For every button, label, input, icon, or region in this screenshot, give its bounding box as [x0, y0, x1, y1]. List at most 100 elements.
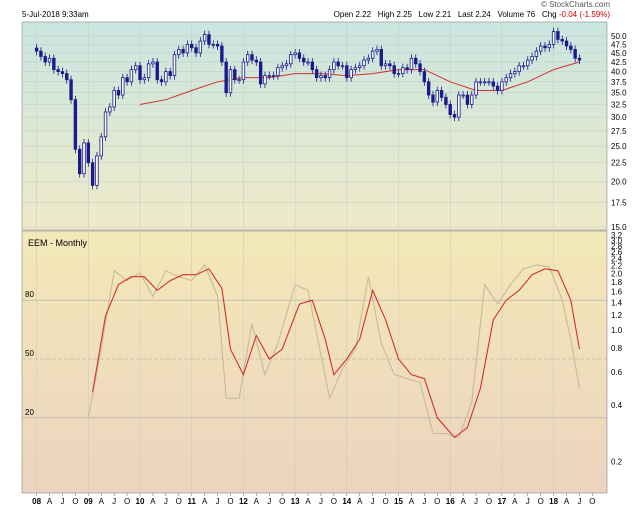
- candle-up: [521, 65, 526, 68]
- price-tick-label: 35.0: [611, 89, 627, 98]
- candle-up: [271, 75, 276, 77]
- time-tick-label: O: [227, 497, 233, 506]
- candle-up: [172, 54, 177, 76]
- time-tick-label: 16: [446, 497, 455, 506]
- time-axis: 08 A J O 09 A J O 10 A J O 11 A J O 12 A J O 13 A J O 14 A J O 15 A J O…: [32, 493, 596, 506]
- candle-down: [65, 73, 69, 81]
- candle-down: [60, 71, 65, 74]
- high-value: 2.25: [396, 10, 412, 19]
- candle-up: [293, 52, 297, 56]
- candle-down: [444, 96, 448, 105]
- candle-up: [530, 56, 534, 61]
- stochastic-right-tick: 2.0: [611, 269, 623, 278]
- time-tick-label: O: [331, 497, 337, 506]
- candle-up: [185, 43, 190, 54]
- candle-down: [577, 57, 582, 61]
- price-tick-label: 50.0: [611, 32, 627, 41]
- grid-lines: [22, 22, 607, 493]
- candle-down: [345, 65, 349, 79]
- candle-down: [491, 81, 495, 87]
- candle-down: [73, 99, 78, 150]
- candle-down: [560, 39, 564, 42]
- candle-down: [116, 90, 121, 96]
- candle-up: [500, 81, 504, 91]
- candle-up: [409, 57, 414, 71]
- candle-up: [340, 65, 345, 68]
- candle-up: [526, 59, 530, 67]
- volume-value: 76: [526, 10, 536, 19]
- candle-down: [43, 56, 47, 63]
- candle-up: [108, 106, 112, 113]
- time-tick-label: O: [538, 497, 544, 506]
- time-tick-label: O: [486, 497, 492, 506]
- time-tick-label: A: [460, 497, 466, 506]
- candle-up: [504, 77, 508, 83]
- open-value: 2.22: [355, 10, 372, 19]
- candle-down: [314, 69, 319, 79]
- stochastic-right-tick: 2.2: [611, 262, 623, 271]
- candle-up: [457, 94, 461, 118]
- time-tick-label: O: [434, 497, 440, 506]
- candle-down: [426, 81, 431, 96]
- price-tick-label: 47.5: [611, 40, 627, 49]
- time-tick-label: O: [382, 497, 388, 506]
- time-tick-label: O: [279, 497, 285, 506]
- candle-up: [280, 65, 284, 69]
- candle-up: [241, 61, 246, 81]
- time-tick-label: A: [254, 497, 260, 506]
- candle-up: [202, 34, 207, 42]
- time-tick-label: A: [305, 497, 311, 506]
- candle-down: [452, 114, 457, 118]
- candle-down: [138, 65, 142, 81]
- time-tick-label: O: [124, 497, 130, 506]
- candle-up: [358, 65, 362, 69]
- time-tick-label: A: [357, 497, 363, 506]
- stochastic-lines-layer: [87, 263, 581, 439]
- candle-down: [564, 40, 569, 47]
- stochastic-right-tick: 1.4: [611, 299, 623, 308]
- time-tick-label: J: [267, 497, 271, 506]
- candle-down: [448, 104, 452, 115]
- low-value: 2.21: [435, 10, 452, 19]
- candle-up: [95, 155, 99, 186]
- price-tick-label: 30.0: [611, 113, 627, 122]
- time-tick-label: J: [474, 497, 478, 506]
- candle-down: [125, 77, 129, 83]
- candle-up: [267, 75, 271, 77]
- candle-up: [306, 61, 310, 64]
- time-tick-label: J: [577, 497, 581, 506]
- moving-average-layer: [139, 61, 580, 105]
- candle-up: [263, 75, 267, 85]
- candle-up: [470, 94, 474, 105]
- candle-up: [237, 79, 241, 82]
- candle-down: [207, 34, 211, 45]
- candle-up: [396, 73, 401, 75]
- price-tick-label: 27.5: [611, 127, 627, 136]
- candle-up: [547, 43, 551, 49]
- open-label: Open: [333, 10, 354, 19]
- time-tick-label: J: [422, 497, 426, 506]
- candle-up: [482, 81, 487, 84]
- stochastic-line: [87, 263, 581, 439]
- stockcharts-watermark: © StockCharts.com: [540, 0, 610, 9]
- candle-up: [551, 31, 556, 45]
- stochastic-right-tick: 1.8: [611, 278, 623, 287]
- stochastic-right-tick: 1.0: [611, 326, 623, 335]
- time-tick-label: J: [371, 497, 375, 506]
- candle-down: [465, 94, 470, 105]
- candle-down: [155, 61, 159, 81]
- candle-down: [439, 90, 444, 98]
- candle-down: [86, 142, 91, 164]
- moving-average-line: [139, 61, 580, 105]
- candle-down: [392, 65, 396, 74]
- candle-down: [181, 49, 185, 54]
- candle-down: [233, 69, 237, 81]
- candle-down: [224, 61, 228, 94]
- candle-up: [474, 81, 478, 96]
- price-tick-label: 40.0: [611, 68, 627, 77]
- time-tick-label: O: [72, 497, 78, 506]
- time-tick-label: A: [564, 497, 570, 506]
- candle-down: [405, 67, 409, 71]
- candle-up: [289, 54, 293, 65]
